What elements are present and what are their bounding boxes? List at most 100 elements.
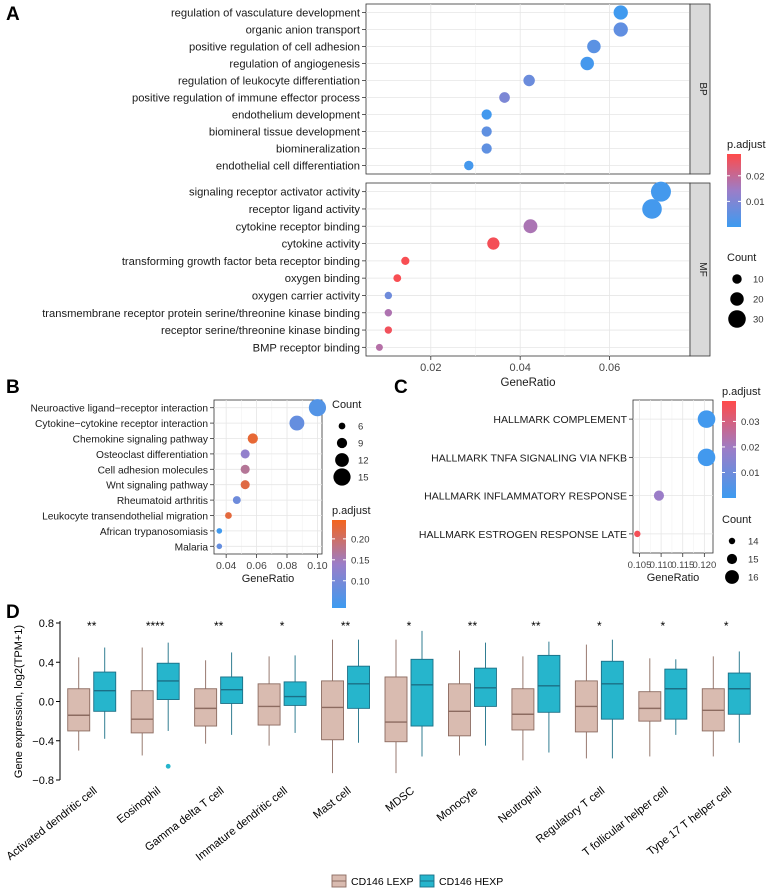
term-label: HALLMARK COMPLEMENT (493, 414, 627, 426)
data-point (393, 274, 402, 283)
term-label: oxygen carrier activity (252, 290, 361, 302)
color-bar-label: 0.01 (741, 468, 760, 479)
term-label: transmembrane receptor protein serine/th… (42, 308, 360, 320)
significance-label: ** (341, 619, 351, 633)
panel-label: A (6, 4, 20, 25)
x-category-label: Monocyte (435, 785, 481, 824)
significance-label: ** (87, 619, 97, 633)
box-legend: CD146 LEXP CD146 HEXP (331, 874, 503, 888)
x-tick-label: 0.120 (692, 560, 716, 571)
data-point (523, 219, 538, 234)
term-label: African trypanosomiasis (100, 527, 208, 538)
term-label: Neuroactive ligand−receptor interaction (30, 404, 208, 415)
term-label: HALLMARK TNFA SIGNALING VIA NFKB (431, 452, 627, 464)
box-hexp (93, 671, 117, 712)
term-label: endothelium development (232, 110, 361, 122)
panel-label: C (394, 377, 408, 398)
size-legend-circle (726, 553, 738, 565)
data-point (613, 5, 628, 20)
box-lexp (194, 688, 218, 727)
color-legend-title: p.adjust (722, 386, 761, 398)
facet-strip-label: BP (697, 82, 708, 96)
size-legend-circle (335, 453, 349, 467)
plot-panel (213, 399, 323, 555)
size-legend-title: Count (722, 514, 751, 526)
panel-B: B Neuroactive ligand−receptor interaction… (6, 377, 371, 608)
y-tick-label: 0.4 (39, 657, 54, 669)
term-label: endothelial cell differentiation (216, 161, 360, 173)
significance-label: **** (146, 619, 165, 633)
significance-label: * (597, 619, 602, 633)
box-hexp (664, 668, 688, 720)
box-hexp (410, 658, 434, 727)
data-point (375, 343, 383, 351)
data-point (240, 464, 250, 474)
x-category-label: MDSC (383, 785, 416, 815)
size-legend-label: 16 (748, 573, 759, 584)
x-tick-label: 0.04 (509, 362, 530, 374)
significance-label: * (660, 619, 665, 633)
data-point (481, 126, 492, 137)
size-legend-circle (725, 570, 739, 584)
term-label: BMP receptor binding (253, 342, 360, 354)
box-lexp (448, 683, 471, 737)
term-label: regulation of leukocyte differentiation (178, 76, 360, 88)
color-legend-title: p.adjust (727, 139, 766, 151)
x-category-label: Activated dendritic cell (4, 785, 99, 863)
term-label: signaling receptor activator activity (189, 187, 360, 199)
panel-C: C HALLMARK COMPLEMENT HALLMARK TNFA SIGNAL… (394, 377, 761, 584)
size-legend-circle (730, 292, 744, 306)
legend-label: CD146 HEXP (439, 876, 503, 888)
x-tick-label: 0.08 (277, 560, 298, 572)
box-hexp (347, 665, 370, 709)
color-bar-label: 0.02 (746, 171, 765, 182)
facet-strip (689, 3, 711, 175)
data-point (401, 256, 410, 265)
legend-label: CD146 LEXP (351, 876, 413, 888)
term-label: biomineralization (276, 144, 360, 156)
significance-label: ** (214, 619, 224, 633)
size-legend-title: Count (332, 399, 361, 411)
data-point (650, 181, 671, 202)
data-point (216, 528, 223, 534)
data-point (642, 199, 662, 219)
term-label: oxygen binding (285, 273, 360, 285)
data-point (216, 543, 223, 550)
color-bar-label: 0.10 (351, 576, 370, 587)
data-point (464, 160, 474, 171)
plot-panel (632, 399, 714, 554)
y-axis-label: Gene expression, log2(TPM+1) (13, 625, 25, 778)
significance-label: * (280, 619, 285, 633)
size-legend-circle (728, 310, 746, 328)
data-point (499, 92, 510, 103)
data-point (308, 399, 327, 417)
x-category-label: Neutrophil (496, 785, 544, 826)
term-label: receptor ligand activity (249, 204, 361, 216)
y-tick-label: 0.0 (39, 697, 54, 709)
color-bar (727, 154, 741, 227)
plot-panel (365, 182, 691, 357)
data-point (523, 74, 535, 87)
box-hexp (537, 654, 561, 713)
data-point (697, 410, 716, 428)
term-label: Rheumatoid arthritis (117, 496, 208, 507)
data-point (580, 56, 594, 71)
facet-strip (689, 182, 711, 357)
term-label: receptor serine/threonine kinase binding (161, 325, 360, 337)
term-label: biomineral tissue development (209, 127, 361, 139)
data-point (240, 480, 250, 490)
panel-label: D (6, 602, 20, 623)
size-legend-circle (333, 468, 351, 486)
size-legend-circle (336, 437, 348, 449)
x-axis-label: GeneRatio (242, 573, 295, 585)
term-label: Leukocyte transendothelial migration (42, 512, 208, 523)
x-category-label: Mast cell (311, 785, 353, 822)
data-point (247, 433, 258, 444)
term-label: organic anion transport (246, 25, 361, 37)
size-legend-label: 9 (358, 439, 363, 450)
color-bar-label: 0.20 (351, 534, 370, 545)
significance-label: * (724, 619, 729, 633)
term-label: Cytokine−cytokine receptor interaction (35, 419, 208, 430)
